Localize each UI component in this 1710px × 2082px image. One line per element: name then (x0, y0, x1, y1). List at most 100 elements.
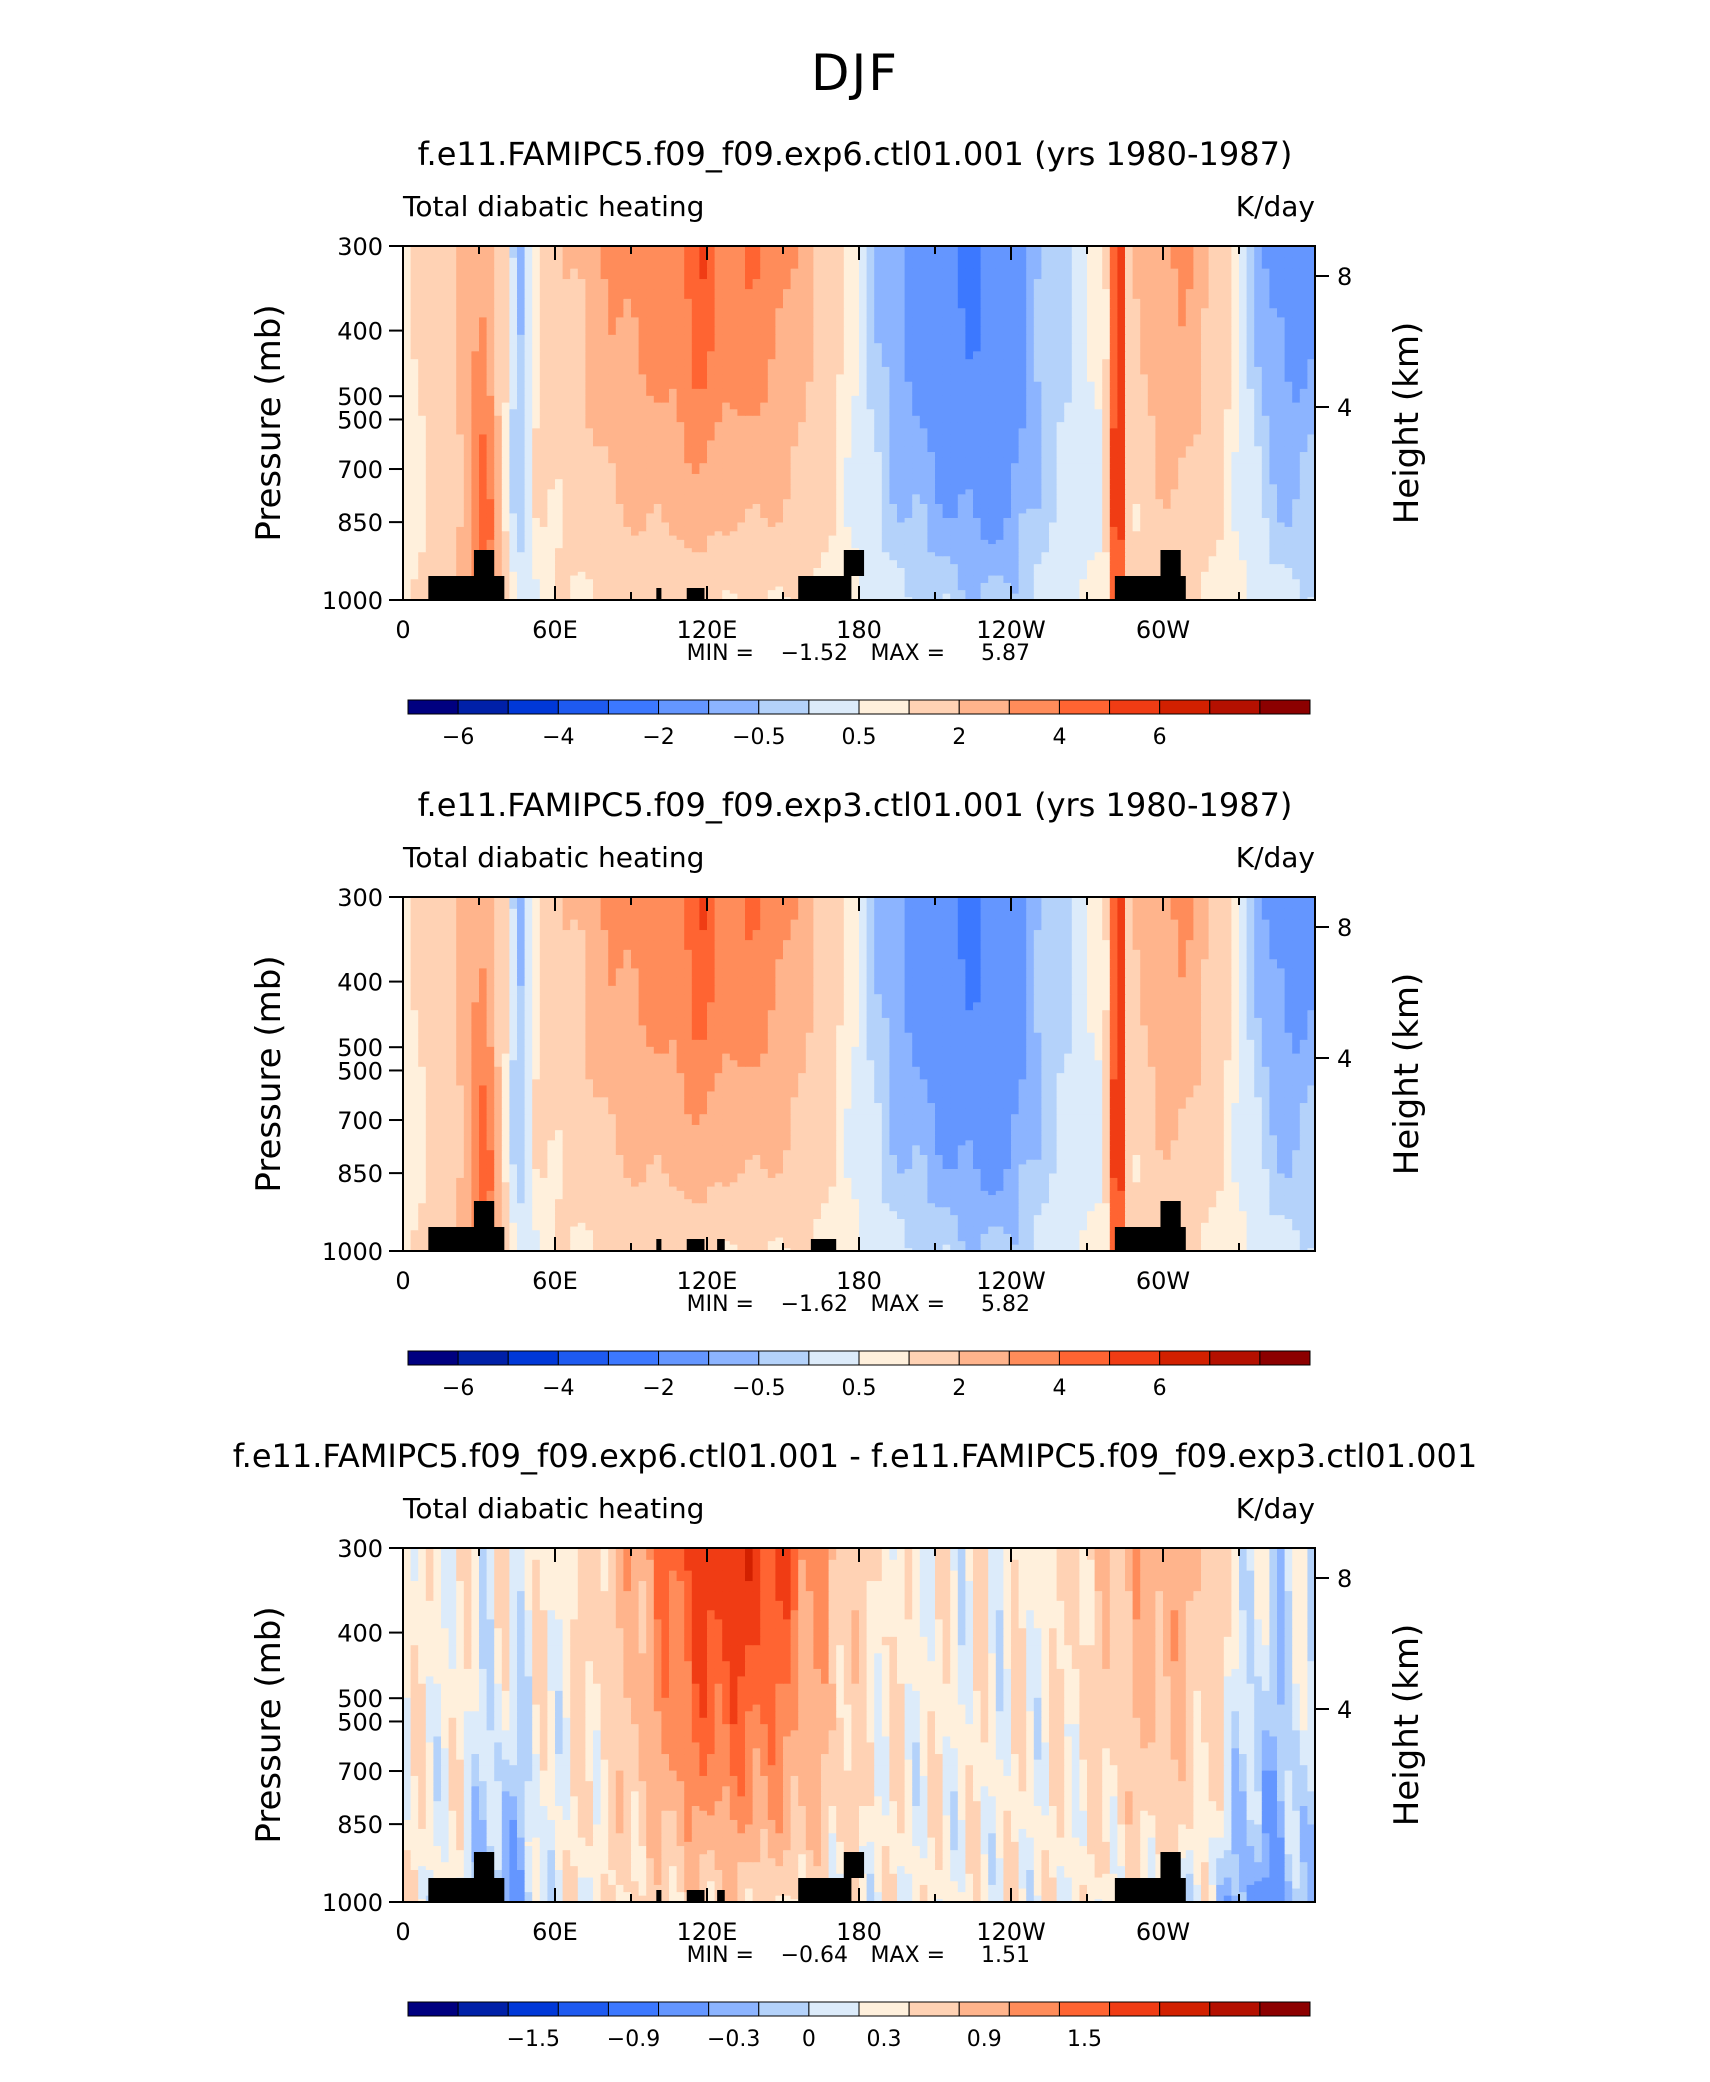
field-cell (737, 589, 746, 594)
field-cell (1018, 535, 1027, 540)
field-cell (1018, 512, 1027, 518)
field-cell (494, 445, 503, 453)
field-cell (859, 585, 868, 591)
field-cell (501, 508, 510, 514)
field-cell (881, 478, 890, 485)
field-cell (783, 539, 792, 545)
field-cell (638, 535, 647, 540)
field-cell (532, 517, 541, 523)
field-cell (631, 574, 640, 580)
field-cell (403, 578, 412, 583)
field-cell (1231, 433, 1240, 441)
field-cell (1261, 521, 1270, 527)
field-cell (1239, 451, 1248, 458)
field-cell (577, 483, 586, 490)
field-cell (1292, 526, 1301, 532)
field-cell (874, 543, 883, 549)
field-cell (585, 478, 594, 485)
field-cell (1170, 445, 1179, 453)
field-cell (577, 539, 586, 545)
field-cell (866, 551, 875, 557)
field-cell (874, 462, 883, 469)
field-cell (1307, 503, 1316, 509)
field-cell (935, 526, 944, 532)
field-cell (608, 402, 617, 410)
field-cell (1201, 574, 1210, 580)
field-cell (646, 415, 655, 423)
field-cell (798, 555, 807, 561)
field-cell (798, 543, 807, 549)
field-cell (1201, 421, 1210, 429)
field-cell (1147, 508, 1156, 514)
field-cell (1201, 563, 1210, 568)
field-cell (805, 415, 814, 423)
field-cell (1041, 530, 1050, 536)
field-cell (547, 574, 556, 580)
field-cell (600, 571, 609, 576)
field-cell (1094, 530, 1103, 536)
field-cell (517, 526, 526, 532)
field-cell (623, 574, 632, 580)
field-cell (1094, 512, 1103, 518)
field-cell (691, 530, 700, 536)
field-cell (760, 415, 769, 423)
field-cell (942, 508, 951, 514)
field-cell (699, 402, 708, 410)
field-cell (866, 439, 875, 447)
field-cell (1261, 582, 1270, 587)
field-cell (1125, 547, 1134, 553)
field-cell (1277, 517, 1286, 523)
field-cell (631, 427, 640, 435)
field-cell (836, 543, 845, 549)
field-cell (1223, 498, 1232, 505)
field-cell (547, 585, 556, 591)
field-cell (403, 433, 412, 441)
field-cell (676, 468, 685, 474)
field-cell (684, 427, 693, 435)
field-cell (676, 551, 685, 557)
field-cell (889, 462, 898, 469)
field-cell (463, 445, 472, 453)
field-cell (950, 543, 959, 549)
field-cell (1254, 559, 1263, 565)
field-cell (752, 571, 761, 576)
field-cell (843, 508, 852, 514)
field-cell (532, 427, 541, 435)
field-cell (646, 498, 655, 505)
field-cell (1284, 517, 1293, 523)
field-cell (912, 508, 921, 514)
field-cell (1041, 517, 1050, 523)
field-cell (623, 421, 632, 429)
field-cell (1018, 559, 1027, 565)
field-cell (767, 547, 776, 553)
field-cell (699, 483, 708, 490)
field-cell (1193, 567, 1202, 572)
field-cell (494, 427, 503, 435)
field-cell (494, 439, 503, 447)
field-cell (1284, 498, 1293, 505)
field-cell (1102, 596, 1111, 601)
field-cell (1109, 551, 1118, 557)
field-cell (448, 530, 457, 536)
field-cell (722, 589, 731, 594)
field-cell (1094, 517, 1103, 523)
field-cell (1026, 427, 1035, 435)
field-cell (851, 457, 860, 464)
field-cell (661, 421, 670, 429)
field-cell (821, 555, 830, 561)
field-cell (524, 559, 533, 565)
field-cell (1261, 473, 1270, 480)
field-cell (821, 571, 830, 576)
field-cell (798, 473, 807, 480)
field-cell (980, 555, 989, 561)
field-cell (745, 462, 754, 469)
field-cell (767, 508, 776, 514)
field-cell (798, 530, 807, 536)
field-cell (1003, 559, 1012, 565)
field-cell (912, 596, 921, 601)
field-cell (752, 483, 761, 490)
field-cell (676, 462, 685, 469)
field-cell (942, 551, 951, 557)
field-cell (1087, 526, 1096, 532)
field-cell (790, 526, 799, 532)
